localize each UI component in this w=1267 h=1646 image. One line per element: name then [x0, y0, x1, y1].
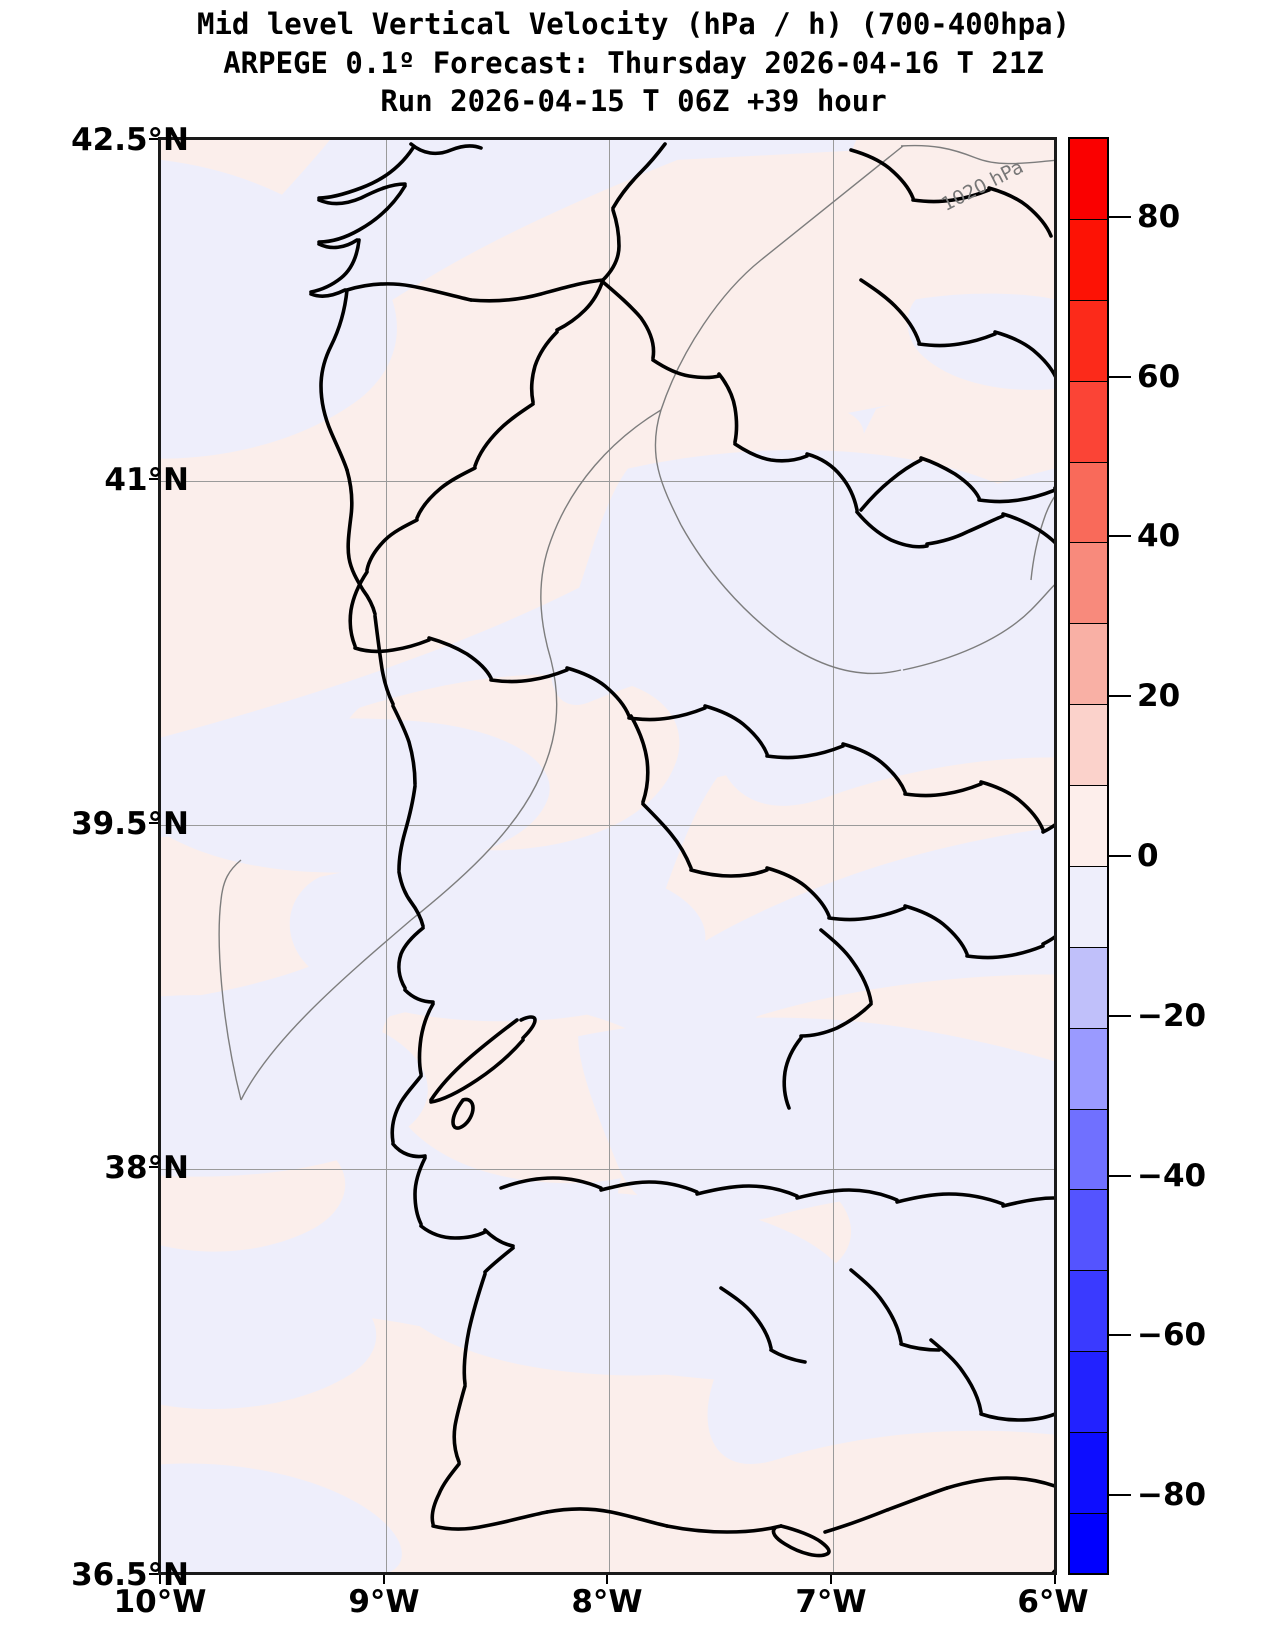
colorbar-ticks: 80 60 40 20 0 −20 −40 −60 −80 — [1109, 137, 1259, 1575]
colorbar-tick-label-2: 40 — [1137, 518, 1181, 555]
gridline-lat-38 — [161, 1169, 1054, 1170]
colorbar-band-16 — [1070, 1432, 1107, 1513]
colorbar-band-3 — [1070, 380, 1107, 462]
colorbar-tick-label-1: 60 — [1137, 358, 1181, 395]
gridline-lon-9w — [386, 140, 387, 1572]
map-geography — [218, 142, 1054, 1572]
xtick-label-1: 9°W — [348, 1584, 420, 1620]
gridline-lat-39-5 — [161, 825, 1054, 826]
colorbar-tick-label-4: 0 — [1137, 838, 1159, 874]
xtick-label-0: 10°W — [113, 1584, 207, 1620]
xtick-label-3: 7°W — [795, 1584, 867, 1620]
colorbar-tick-label-3: 20 — [1137, 678, 1181, 715]
colorbar-band-4 — [1070, 461, 1107, 543]
colorbar-band-0 — [1070, 139, 1107, 219]
colorbar-band-6 — [1070, 623, 1107, 705]
colorbar-tick-label-8: −80 — [1137, 1477, 1207, 1514]
colorbar-tick-label-7: −60 — [1137, 1317, 1207, 1354]
page-title: Mid level Vertical Velocity (hPa / h) (7… — [197, 7, 1070, 41]
ytick-label-4: 36.5°N — [71, 1557, 189, 1593]
gridline-lon-8w — [609, 140, 610, 1572]
colorbar-tick-7 — [1109, 1334, 1131, 1337]
ytick-label-0: 42.5°N — [71, 122, 189, 158]
vertical-velocity-field — [161, 140, 1054, 1572]
coastlines-and-national-borders — [309, 142, 1054, 1572]
run-subtitle: Run 2026-04-15 T 06Z +39 hour — [380, 84, 887, 118]
ytick-label-2: 39.5°N — [71, 806, 189, 842]
colorbar-tick-6 — [1109, 1174, 1131, 1177]
colorbar-band-15 — [1070, 1351, 1107, 1432]
colorbar-band-2 — [1070, 299, 1107, 381]
colorbar-band-11 — [1070, 1027, 1107, 1109]
colorbar-tick-5 — [1109, 1014, 1131, 1017]
colorbar-tick-3 — [1109, 695, 1131, 698]
colorbar-band-1 — [1070, 218, 1107, 300]
colorbar-band-9 — [1070, 865, 1107, 947]
gridline-lon-7w — [833, 140, 834, 1572]
colorbar-tick-label-0: 80 — [1137, 198, 1181, 235]
colorbar-band-8 — [1070, 785, 1107, 866]
xtick-label-2: 8°W — [571, 1584, 643, 1620]
chart-title-block: Mid level Vertical Velocity (hPa / h) (7… — [0, 4, 1267, 120]
colorbar-tick-label-5: −20 — [1137, 997, 1207, 1034]
colorbar-tick-1 — [1109, 375, 1131, 378]
admin-borders — [218, 144, 1054, 1101]
ytick-label-1: 41°N — [104, 462, 189, 498]
map-plot-area: 1020 hPa — [158, 137, 1057, 1575]
colorbar-tick-label-6: −40 — [1137, 1157, 1207, 1194]
gridline-lat-41 — [161, 481, 1054, 482]
colorbar-band-14 — [1070, 1270, 1107, 1352]
colorbar-band-7 — [1070, 704, 1107, 785]
colorbar-band-17 — [1070, 1512, 1107, 1573]
forecast-subtitle: ARPEGE 0.1º Forecast: Thursday 2026-04-1… — [223, 46, 1044, 80]
colorbar-tick-8 — [1109, 1494, 1131, 1497]
colorbar-band-13 — [1070, 1189, 1107, 1271]
colorbar-tick-4 — [1109, 855, 1131, 857]
ytick-label-3: 38°N — [104, 1150, 189, 1186]
xtick-label-4: 6°W — [1017, 1584, 1089, 1620]
colorbar-tick-0 — [1109, 215, 1131, 218]
colorbar-band-12 — [1070, 1108, 1107, 1190]
colorbar-tick-2 — [1109, 535, 1131, 538]
colorbar-band-10 — [1070, 946, 1107, 1028]
colorbar[interactable] — [1068, 137, 1109, 1575]
colorbar-band-5 — [1070, 542, 1107, 624]
